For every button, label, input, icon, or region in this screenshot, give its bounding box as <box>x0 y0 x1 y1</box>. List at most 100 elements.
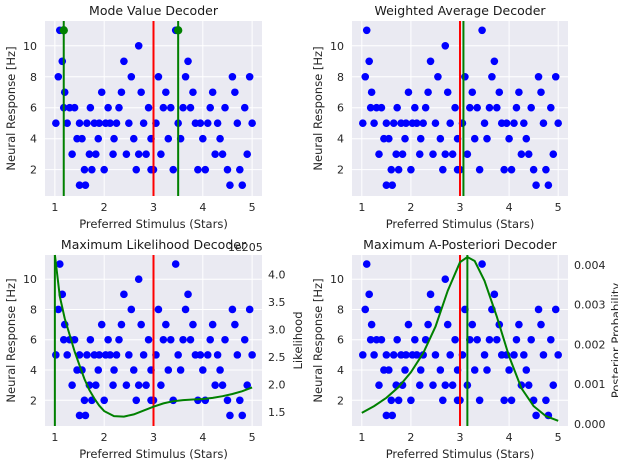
data-point <box>196 351 205 359</box>
data-point <box>551 72 560 81</box>
data-point <box>517 150 526 158</box>
x-tick-label: 2 <box>101 201 108 214</box>
data-point <box>488 72 496 81</box>
data-point <box>362 26 371 35</box>
data-point <box>208 88 217 97</box>
data-point <box>233 119 242 128</box>
data-point <box>461 72 469 81</box>
x-tick-label: 5 <box>555 431 562 444</box>
data-point <box>522 134 531 143</box>
data-point <box>134 275 143 284</box>
data-point <box>524 381 533 389</box>
data-point <box>537 88 545 97</box>
data-point <box>359 351 367 359</box>
data-point <box>534 72 543 81</box>
data-point <box>539 119 548 128</box>
data-point <box>181 72 190 81</box>
data-point <box>547 335 555 344</box>
data-point <box>493 335 501 344</box>
data-point <box>86 335 95 344</box>
data-point <box>505 134 513 143</box>
y-tick-label: 2 <box>337 164 344 177</box>
data-point <box>388 411 397 420</box>
data-point <box>134 381 143 389</box>
data-point <box>387 165 396 174</box>
data-point <box>164 366 173 374</box>
data-point <box>68 150 76 158</box>
data-point <box>441 381 450 389</box>
mode-marker <box>173 26 183 35</box>
data-point <box>166 335 175 344</box>
data-point <box>211 381 219 389</box>
data-point <box>80 396 89 405</box>
data-point <box>388 181 397 189</box>
data-point <box>421 103 430 112</box>
data-point <box>470 134 479 143</box>
data-point <box>446 351 454 359</box>
data-point <box>480 119 489 128</box>
data-point <box>512 335 521 344</box>
x-tick-label: 3 <box>457 431 464 444</box>
data-point <box>532 181 540 189</box>
data-point <box>520 351 528 359</box>
y-tick-label: 8 <box>30 71 37 84</box>
data-point <box>415 150 424 158</box>
x-tick-label: 1 <box>51 431 58 444</box>
data-point <box>137 88 145 97</box>
data-point <box>112 119 121 128</box>
data-point <box>475 396 484 405</box>
y-tick-label: 8 <box>30 303 37 316</box>
data-point <box>75 351 84 359</box>
data-point <box>434 72 442 81</box>
data-point <box>194 165 202 174</box>
y2-tick-label: 0.000 <box>574 418 606 431</box>
data-point <box>94 366 103 374</box>
data-point <box>365 57 373 66</box>
data-point <box>81 411 90 420</box>
data-point <box>524 150 533 158</box>
data-point <box>238 181 247 189</box>
data-point <box>439 396 447 405</box>
y-tick-label: 6 <box>337 102 344 115</box>
y2-tick-label: 0.002 <box>574 338 606 351</box>
data-point <box>142 150 150 158</box>
data-point <box>106 119 114 128</box>
subplot-4: 1 2 3 4 5 2 4 6 8 10 0.000 0.001 0.002 0.003 0.004 Maxi… <box>311 237 618 461</box>
data-point <box>112 351 121 359</box>
data-point <box>100 396 108 405</box>
data-point <box>529 165 538 174</box>
data-point <box>370 119 378 128</box>
data-point <box>134 41 143 50</box>
data-point <box>68 381 76 389</box>
y2-offset-label: 1e205 <box>228 241 263 254</box>
data-point <box>398 150 407 158</box>
x-axis-label: Preferred Stimulus (Stars) <box>386 447 535 461</box>
x-tick-label: 2 <box>407 201 414 214</box>
data-point <box>385 134 393 143</box>
data-point <box>94 134 103 143</box>
data-point <box>366 335 375 344</box>
data-point <box>466 103 474 112</box>
data-point <box>549 381 558 389</box>
data-point <box>196 119 205 128</box>
y-tick-label: 6 <box>337 334 344 347</box>
x-tick-label: 1 <box>51 201 58 214</box>
data-point <box>206 335 215 344</box>
x-tick-label: 5 <box>555 201 562 214</box>
data-point <box>243 381 252 389</box>
data-point <box>81 181 90 189</box>
y-axis-label: Neural Response [Hz] <box>311 278 325 402</box>
data-point <box>475 165 484 174</box>
y-tick-label: 2 <box>30 394 37 407</box>
data-point <box>120 290 128 299</box>
data-point <box>91 150 100 158</box>
mode-marker <box>59 26 68 35</box>
data-point <box>375 150 383 158</box>
data-point <box>199 134 207 143</box>
data-point <box>203 351 212 359</box>
data-point <box>134 150 143 158</box>
data-point <box>478 260 486 268</box>
data-point <box>463 150 472 158</box>
y-axis-label: Neural Response [Hz] <box>4 46 18 170</box>
data-point <box>162 320 170 329</box>
